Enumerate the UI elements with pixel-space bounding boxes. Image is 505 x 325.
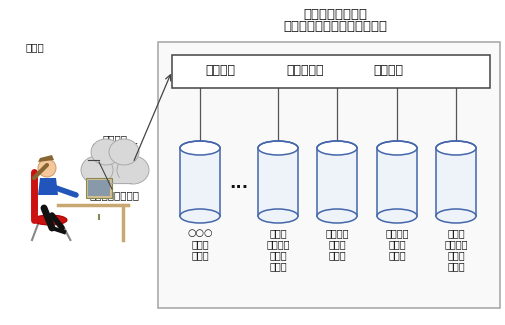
Text: 加工条件: 加工条件 bbox=[325, 228, 349, 238]
Text: 設計者: 設計者 bbox=[26, 42, 44, 52]
Text: ベース: ベース bbox=[388, 250, 406, 260]
Bar bbox=[88, 180, 110, 196]
Ellipse shape bbox=[33, 215, 67, 225]
Text: CAD/CAE: CAD/CAE bbox=[91, 143, 138, 153]
Ellipse shape bbox=[180, 209, 220, 223]
Ellipse shape bbox=[95, 144, 135, 180]
Ellipse shape bbox=[377, 209, 417, 223]
Ellipse shape bbox=[81, 156, 113, 184]
Text: ベース: ベース bbox=[328, 250, 346, 260]
Bar bbox=[436, 148, 476, 216]
Ellipse shape bbox=[91, 139, 121, 165]
Text: 分類・編集された: 分類・編集された bbox=[303, 8, 367, 21]
Bar bbox=[158, 42, 500, 308]
Ellipse shape bbox=[436, 141, 476, 155]
Text: 最適化機能: 最適化機能 bbox=[286, 64, 324, 77]
Ellipse shape bbox=[436, 209, 476, 223]
Text: 過去の: 過去の bbox=[269, 228, 287, 238]
Text: ○○○: ○○○ bbox=[187, 228, 213, 238]
Bar bbox=[258, 148, 298, 216]
Circle shape bbox=[38, 159, 56, 177]
Text: エンジニアリング: エンジニアリング bbox=[90, 190, 140, 200]
Ellipse shape bbox=[317, 209, 357, 223]
Text: データ: データ bbox=[191, 239, 209, 249]
Ellipse shape bbox=[258, 141, 298, 155]
Ellipse shape bbox=[109, 139, 139, 165]
Ellipse shape bbox=[377, 141, 417, 155]
Bar bbox=[180, 148, 220, 216]
Text: ベース: ベース bbox=[191, 250, 209, 260]
Ellipse shape bbox=[180, 141, 220, 155]
Bar bbox=[86, 178, 112, 198]
Ellipse shape bbox=[258, 209, 298, 223]
Text: ベース: ベース bbox=[269, 261, 287, 271]
Ellipse shape bbox=[117, 156, 149, 184]
Text: ベース: ベース bbox=[447, 261, 465, 271]
Text: 技能経験: 技能経験 bbox=[444, 239, 468, 249]
Text: 設計事例: 設計事例 bbox=[266, 239, 290, 249]
Text: 部品材料: 部品材料 bbox=[385, 228, 409, 238]
Text: 学習機能: 学習機能 bbox=[205, 64, 235, 77]
Text: 職人の: 職人の bbox=[447, 228, 465, 238]
Polygon shape bbox=[38, 178, 58, 195]
Bar bbox=[172, 55, 490, 88]
Text: ビッグデータ・データベース: ビッグデータ・データベース bbox=[283, 20, 387, 33]
Text: データ: データ bbox=[447, 250, 465, 260]
Text: 回帰分析: 回帰分析 bbox=[373, 64, 403, 77]
Polygon shape bbox=[38, 155, 54, 162]
Bar bbox=[377, 148, 417, 216]
Ellipse shape bbox=[317, 141, 357, 155]
Text: ...: ... bbox=[229, 174, 248, 192]
Text: クラウド: クラウド bbox=[103, 134, 127, 144]
Text: データ: データ bbox=[269, 250, 287, 260]
Bar bbox=[317, 148, 357, 216]
Text: データ: データ bbox=[388, 239, 406, 249]
Text: データ: データ bbox=[328, 239, 346, 249]
